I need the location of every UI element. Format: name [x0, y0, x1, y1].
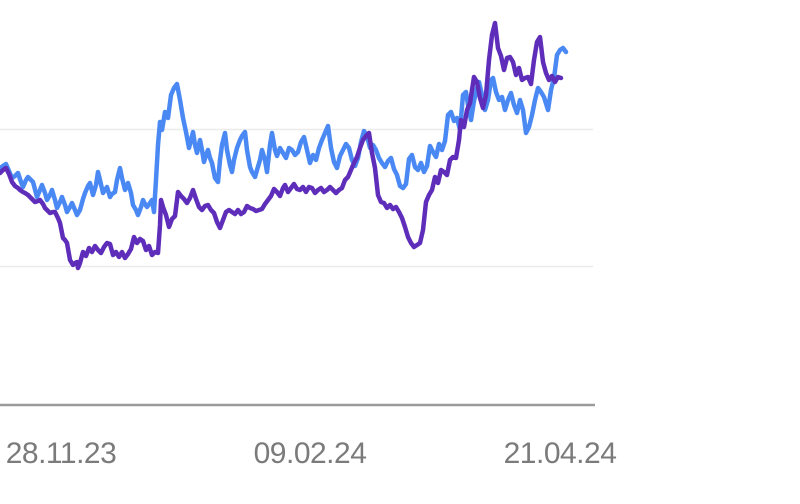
series-purple-line	[0, 20, 564, 271]
x-axis-tick-label: 09.02.24	[253, 437, 367, 470]
series-blue-line	[0, 45, 569, 218]
x-axis-tick-label: 21.04.24	[503, 437, 617, 470]
x-axis-tick-label: 28.11.23	[5, 437, 117, 470]
